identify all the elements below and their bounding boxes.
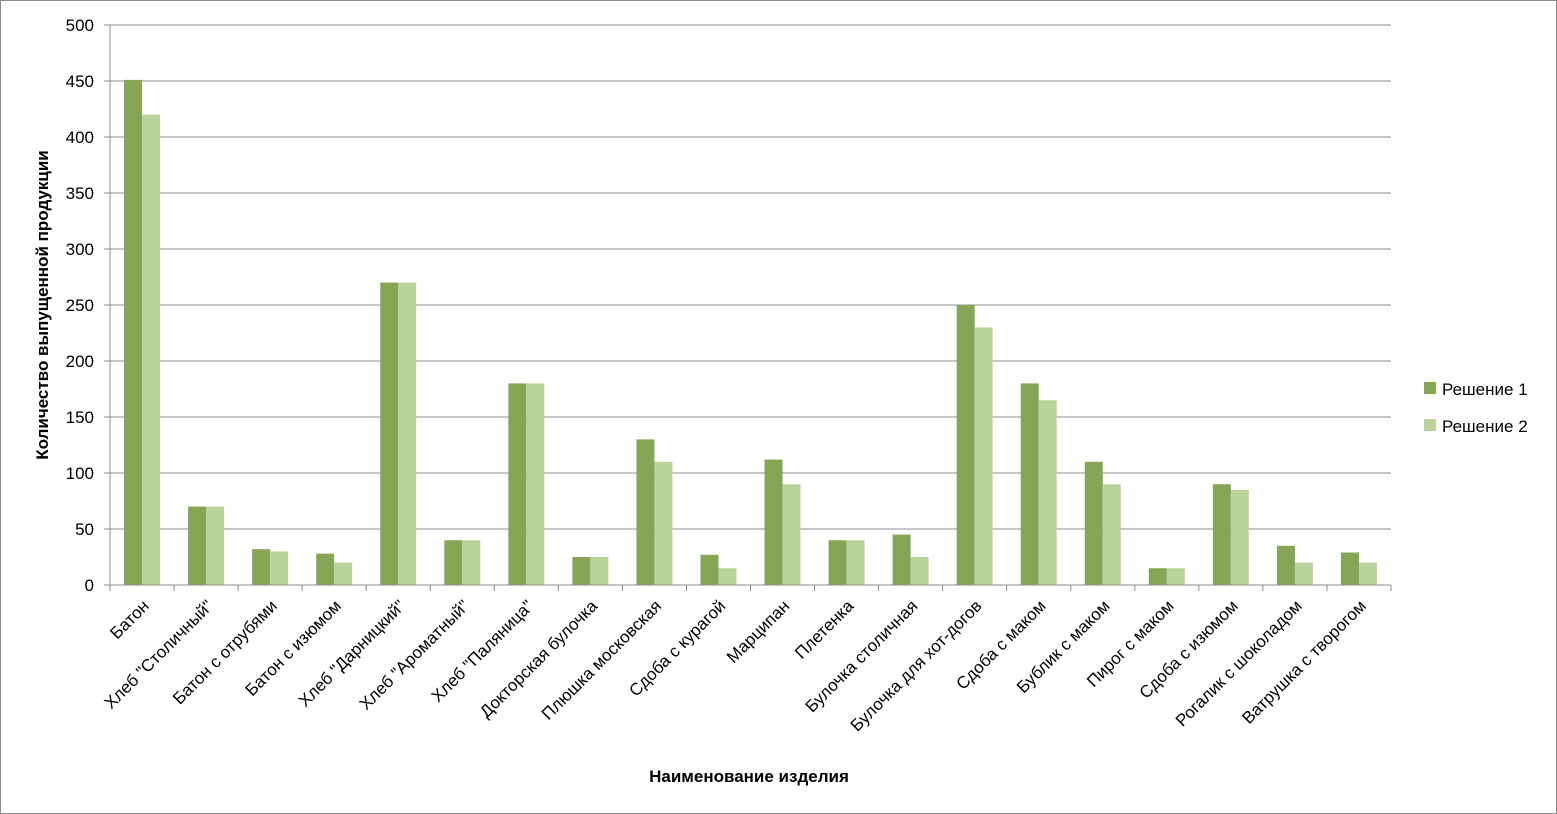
y-tick-label: 450 (66, 72, 94, 91)
bar-series-2 (1294, 562, 1313, 585)
bar-series-1 (1084, 461, 1103, 585)
bar-series-1 (124, 79, 143, 585)
x-tick-label: Марципан (723, 596, 793, 666)
bar-series-1 (316, 553, 335, 585)
x-tick-label: Хлеб "Столичный" (101, 596, 217, 712)
x-tick-label: Ватрушка с творогом (1238, 596, 1369, 727)
y-axis-ticks: 0 50 100 150 200 250 300 350 400 450 500 (66, 16, 110, 595)
bars (124, 79, 1377, 585)
bar-series-2 (590, 557, 609, 585)
bar-series-1 (1148, 568, 1167, 585)
bar-series-2 (398, 282, 417, 585)
x-tick-label: Рогалик с шоколадом (1172, 596, 1306, 730)
y-tick-label: 250 (66, 296, 94, 315)
bar-series-1 (380, 282, 399, 585)
bar-series-1 (1212, 484, 1231, 585)
bar-series-1 (1020, 383, 1039, 585)
x-tick-label: Булочка столичная (802, 596, 922, 716)
bar-series-2 (1038, 400, 1057, 585)
y-tick-label: 200 (66, 352, 94, 371)
x-tick-label: Булочка для хот-догов (847, 596, 986, 735)
bar-series-1 (1276, 545, 1295, 585)
bar-series-2 (1230, 489, 1249, 585)
x-tick-label: Плюшка московская (538, 596, 665, 723)
legend-swatch-series-1 (1424, 382, 1436, 394)
bar-series-1 (1340, 552, 1359, 585)
bar-series-1 (828, 540, 847, 585)
bar-series-2 (270, 551, 289, 585)
x-tick-label: Хлеб "Ароматный" (356, 596, 473, 713)
y-tick-label: 100 (66, 464, 94, 483)
bar-series-1 (956, 305, 975, 585)
bar-series-1 (764, 459, 783, 585)
y-tick-label: 350 (66, 184, 94, 203)
legend: Решение 1 Решение 2 (1424, 380, 1528, 436)
bar-series-1 (636, 439, 655, 585)
bar-series-2 (910, 557, 929, 585)
bar-series-1 (252, 549, 271, 585)
y-tick-label: 0 (85, 576, 94, 595)
bar-series-2 (1166, 568, 1185, 585)
bar-series-2 (718, 568, 737, 585)
bar-series-2 (206, 506, 225, 585)
bar-series-2 (654, 461, 673, 585)
bar-series-2 (974, 327, 993, 585)
bar-series-2 (526, 383, 545, 585)
legend-label-series-1: Решение 1 (1442, 380, 1528, 399)
gridlines (110, 24, 1391, 530)
legend-swatch-series-2 (1424, 419, 1436, 431)
bar-series-2 (334, 562, 353, 585)
bar-series-2 (462, 540, 481, 585)
bar-series-1 (188, 506, 207, 585)
bar-series-1 (892, 534, 911, 585)
y-tick-label: 500 (66, 16, 94, 35)
bar-series-2 (142, 114, 161, 585)
y-tick-label: 150 (66, 408, 94, 427)
x-tick-label: Хлеб "Дарницкий" (295, 596, 409, 710)
bar-series-1 (572, 557, 591, 585)
x-axis-title: Наименование изделия (649, 767, 849, 786)
bar-series-1 (508, 383, 527, 585)
bar-series-1 (700, 554, 719, 585)
y-tick-label: 300 (66, 240, 94, 259)
legend-label-series-2: Решение 2 (1442, 417, 1528, 436)
bar-series-2 (1358, 562, 1377, 585)
bar-series-2 (1102, 484, 1121, 585)
x-tick-label: Докторская булочка (476, 596, 601, 721)
x-tick-label: Батон (106, 596, 152, 642)
x-tick-label: Плетенка (791, 596, 858, 663)
bar-series-2 (846, 540, 865, 585)
y-tick-label: 400 (66, 128, 94, 147)
y-axis-title: Количество выпущенной продукции (33, 150, 52, 460)
bar-series-2 (782, 484, 801, 585)
bar-series-1 (444, 540, 463, 585)
y-tick-label: 50 (75, 520, 94, 539)
